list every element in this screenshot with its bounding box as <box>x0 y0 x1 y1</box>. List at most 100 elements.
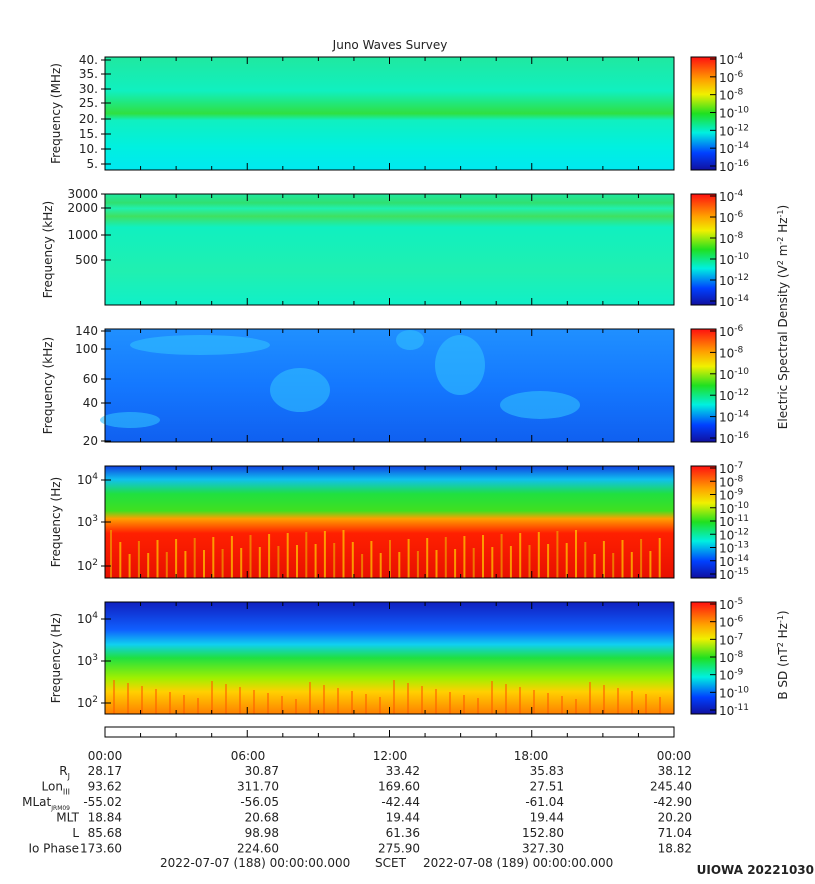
spectral-streak <box>658 538 661 578</box>
spectral-streak <box>393 680 395 714</box>
colorbar-tick-label-base: 10 <box>719 686 734 700</box>
colorbar-title-part: ) <box>776 205 790 210</box>
spectral-streak <box>407 683 409 714</box>
ephemeris-label-sub: J <box>67 772 70 781</box>
y-tick-label-exp: 4 <box>92 472 98 482</box>
ephemeris-label: MLatJRM09 <box>22 795 70 812</box>
colorbar-tick-label: 10-10 <box>719 252 749 267</box>
y-tick-label: 10. <box>79 142 98 156</box>
spectral-streak <box>119 542 122 578</box>
spectral-streak <box>221 549 224 578</box>
y-axis-label: Frequency (Hz) <box>49 477 63 568</box>
colorbar-tick-label-exp: -10 <box>734 685 749 695</box>
colorbar-tick-label: 10-8 <box>719 231 744 246</box>
spectral-streak <box>225 684 227 714</box>
colorbar <box>690 193 717 306</box>
spectral-streak <box>556 531 559 578</box>
colorbar-tick-label-base: 10 <box>719 89 734 103</box>
colorbar-tick-label-base: 10 <box>719 368 734 382</box>
colorbar <box>690 328 717 443</box>
colorbar-tick-label: 10-10 <box>719 685 749 700</box>
ephemeris-value: 61.36 <box>386 826 420 840</box>
spectral-streak <box>649 551 652 578</box>
colorbar-tick-label: 10-4 <box>719 189 744 204</box>
y-tick-label: 102 <box>77 695 98 710</box>
colorbar-title-part: m <box>776 245 790 261</box>
colorbar-title-sup: -2 <box>776 237 785 245</box>
colorbar-title-part: ) <box>776 610 790 615</box>
spectral-streak <box>169 692 171 714</box>
colorbar-tick-label-base: 10 <box>719 124 734 138</box>
colorbar-title-part: Hz <box>776 623 790 642</box>
ephemeris-value: 173.60 <box>80 842 122 856</box>
spectral-streak <box>491 681 493 714</box>
colorbar-tick-label-base: 10 <box>719 475 734 489</box>
colorbar-title-part: Electric Spectral Density (V <box>776 264 790 429</box>
colorbar-tick-label-base: 10 <box>719 432 734 446</box>
colorbar-tick-label-exp: -14 <box>734 410 749 420</box>
spectral-streak <box>630 552 633 578</box>
ephemeris-value: 38.12 <box>658 764 692 778</box>
colorbar-tick-label: 10-8 <box>719 650 744 665</box>
spectral-streak <box>547 544 550 578</box>
spectral-streak <box>398 552 401 578</box>
colorbar-tick-label-base: 10 <box>719 704 734 718</box>
spectral-streak <box>351 691 353 714</box>
colorbar-tick-label-exp: -8 <box>734 650 743 660</box>
ephemeris-value: 327.30 <box>522 842 564 856</box>
ephemeris-label: LonIII <box>42 780 71 797</box>
spectral-streak <box>449 692 451 714</box>
y-tick-label: 100 <box>75 342 98 356</box>
colorbar-tick-label: 10-11 <box>719 703 749 718</box>
spectral-streak <box>281 696 283 714</box>
colorbar-tick-label-exp: -10 <box>734 106 749 116</box>
spectral-streak <box>333 543 336 578</box>
colorbar-tick-label-exp: -16 <box>734 159 749 169</box>
colorbar-tick-label-exp: -14 <box>734 294 749 304</box>
colorbar <box>690 465 717 579</box>
spectral-streak <box>239 687 241 714</box>
colorbar-tick-label-base: 10 <box>719 568 734 582</box>
spectral-streak <box>444 537 447 578</box>
spectral-streak <box>175 539 178 578</box>
spectral-feature <box>100 412 160 428</box>
spectral-streak <box>621 540 624 578</box>
spectral-streak <box>472 548 475 578</box>
colorbar-tick-label: 10-10 <box>719 106 749 121</box>
y-tick-label-base: 10 <box>77 654 92 668</box>
colorbar-title: Electric Spectral Density (V2 m-2 Hz-1) <box>776 205 790 429</box>
ephemeris-value: 98.98 <box>245 826 279 840</box>
ephemeris-value: 85.68 <box>88 826 122 840</box>
time-label: 00:00 <box>657 749 692 763</box>
colorbar-tick-label: 10-6 <box>719 210 744 225</box>
spectral-streak <box>128 554 131 578</box>
ephemeris-value: 27.51 <box>530 780 564 794</box>
colorbar-tick-label: 10-15 <box>719 567 749 582</box>
colorbar-tick-label-exp: -7 <box>734 632 743 642</box>
ephemeris-value: 93.62 <box>88 780 122 794</box>
time-label: 12:00 <box>373 749 408 763</box>
spectral-streak <box>137 541 140 578</box>
spectral-streak <box>519 533 522 578</box>
spectral-streak <box>505 684 507 714</box>
ephemeris-value: 19.44 <box>386 811 420 825</box>
colorbar-tick-label: 10-10 <box>719 501 749 516</box>
colorbar-title-sup: -1 <box>776 210 785 218</box>
spectral-streak <box>659 697 661 714</box>
colorbar-tick-label-exp: -6 <box>734 70 743 80</box>
ephemeris-value: 71.04 <box>658 826 692 840</box>
spectral-feature <box>270 368 330 412</box>
colorbar-tick-label-exp: -8 <box>734 231 743 241</box>
colorbar-tick-label-base: 10 <box>719 346 734 360</box>
ephemeris-value: 311.70 <box>237 780 279 794</box>
spectral-streak <box>519 687 521 714</box>
spectral-streak <box>240 548 243 578</box>
colorbar-tick-label: 10-12 <box>719 388 749 403</box>
colorbar-tick-label-exp: -6 <box>734 615 743 625</box>
colorbar-tick-label-base: 10 <box>719 542 734 556</box>
colorbar-tick-label-base: 10 <box>719 274 734 288</box>
ephemeris-value: 33.42 <box>386 764 420 778</box>
spectrogram <box>105 602 674 714</box>
colorbar-tick-label-exp: -14 <box>734 141 749 151</box>
